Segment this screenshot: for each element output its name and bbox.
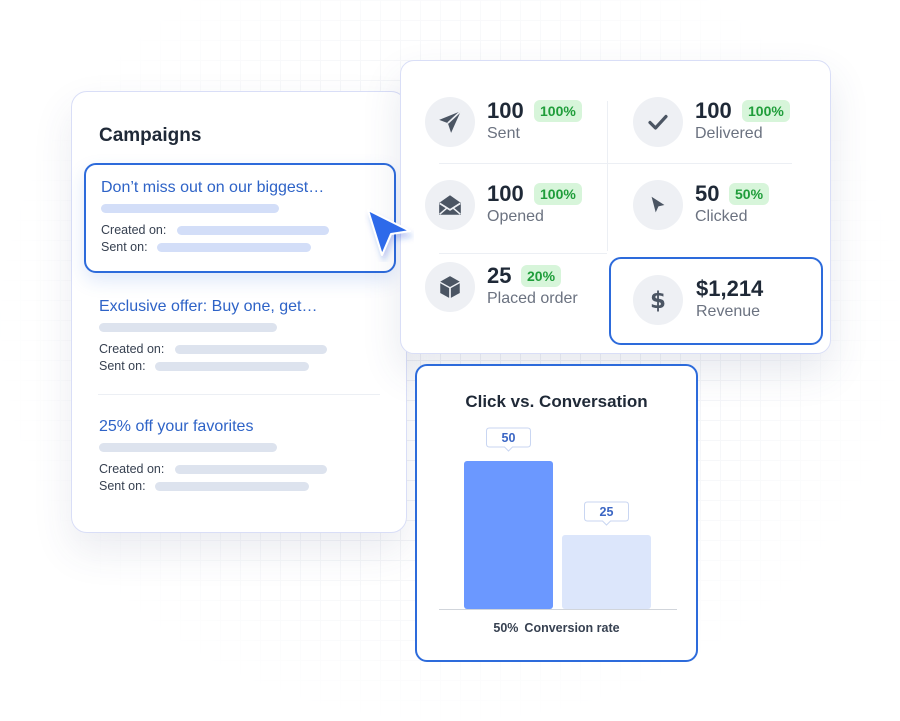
- campaign-item[interactable]: 25% off your favorites Created on: Sent …: [84, 404, 396, 514]
- list-divider: [98, 394, 380, 395]
- revenue-label: Revenue: [696, 303, 761, 320]
- checkmark-icon: [633, 97, 683, 147]
- chart-data-label-bubble: [486, 427, 531, 452]
- stat-label: Placed order: [487, 290, 578, 307]
- svg-text:$: $: [650, 288, 666, 314]
- campaign-name[interactable]: Don’t miss out on our biggest…: [101, 179, 325, 196]
- chart-bar: [562, 535, 651, 609]
- cursor-arrow-icon: [367, 209, 411, 256]
- chart-footer: 50% Conversion rate: [417, 621, 696, 635]
- created-on-label: Created on:: [99, 462, 165, 476]
- sent-on-label: Sent on:: [99, 359, 146, 373]
- placeholder-bar: [101, 204, 279, 213]
- campaigns-panel: Campaigns Don’t miss out on our biggest……: [71, 91, 407, 533]
- campaigns-title: Campaigns: [99, 125, 202, 146]
- placeholder-bar: [157, 243, 311, 252]
- campaign-item-selected[interactable]: Don’t miss out on our biggest… Created o…: [84, 163, 396, 273]
- stat-label: Sent: [487, 125, 520, 142]
- campaign-item[interactable]: Exclusive offer: Buy one, get… Created o…: [84, 284, 396, 394]
- chart-data-label: 50: [502, 431, 516, 445]
- grid-divider-vertical: [607, 101, 608, 251]
- placeholder-bar: [99, 323, 277, 332]
- chart-data-label: 25: [600, 505, 614, 519]
- campaign-name[interactable]: 25% off your favorites: [99, 418, 254, 435]
- paper-plane-icon: [425, 97, 475, 147]
- revenue-value: $1,214: [696, 276, 764, 301]
- placeholder-bar: [177, 226, 329, 235]
- created-on-label: Created on:: [99, 342, 165, 356]
- stat-label: Opened: [487, 208, 544, 225]
- stat-value: 25: [487, 263, 512, 288]
- chart-panel: Click vs. Conversation 50 25 50% Conversio…: [415, 364, 698, 662]
- pointer-icon: [633, 180, 683, 230]
- stat-delivered: 100 100% Delivered: [633, 97, 833, 161]
- stat-value: 50: [695, 181, 720, 206]
- chart-title: Click vs. Conversation: [465, 392, 648, 411]
- stat-placed-order: 25 20% Placed order: [425, 262, 625, 326]
- grid-divider-horizontal: [439, 163, 792, 164]
- stat-label: Delivered: [695, 125, 763, 142]
- stat-sent: 100 100% Sent: [425, 97, 625, 161]
- revenue-card[interactable]: $ $1,214 Revenue: [609, 257, 823, 345]
- stat-value: 100: [487, 181, 524, 206]
- sent-on-label: Sent on:: [101, 240, 148, 254]
- box-icon: [425, 262, 475, 312]
- stat-value: 100: [487, 98, 524, 123]
- bar-chart: 50 25: [439, 427, 677, 610]
- placeholder-bar: [99, 443, 277, 452]
- created-on-label: Created on:: [101, 223, 167, 237]
- placeholder-bar: [155, 482, 309, 491]
- stat-badge: 100%: [534, 100, 582, 122]
- stat-label: Clicked: [695, 208, 748, 225]
- stat-badge: 50%: [729, 183, 770, 205]
- open-envelope-icon: [425, 180, 475, 230]
- chart-data-label-bubble: [584, 501, 629, 526]
- placeholder-bar: [155, 362, 309, 371]
- stat-badge: 100%: [742, 100, 790, 122]
- stat-value: 100: [695, 98, 732, 123]
- campaign-name[interactable]: Exclusive offer: Buy one, get…: [99, 298, 318, 315]
- stat-clicked: 50 50% Clicked: [633, 180, 833, 244]
- stats-panel: 100 100% Sent 100 100% Delivered 100 100…: [400, 60, 831, 354]
- conversion-rate-label: Conversion rate: [524, 621, 620, 635]
- grid-divider-horizontal: [439, 253, 607, 254]
- stat-badge: 100%: [534, 183, 582, 205]
- chart-bar: [464, 461, 553, 609]
- stat-opened: 100 100% Opened: [425, 180, 625, 244]
- placeholder-bar: [175, 345, 327, 354]
- stat-revenue: $ $1,214 Revenue: [633, 275, 833, 339]
- stat-badge: 20%: [521, 265, 562, 287]
- sent-on-label: Sent on:: [99, 479, 146, 493]
- conversion-rate-value: 50%: [493, 621, 519, 635]
- placeholder-bar: [175, 465, 327, 474]
- dollar-icon: $: [633, 275, 683, 325]
